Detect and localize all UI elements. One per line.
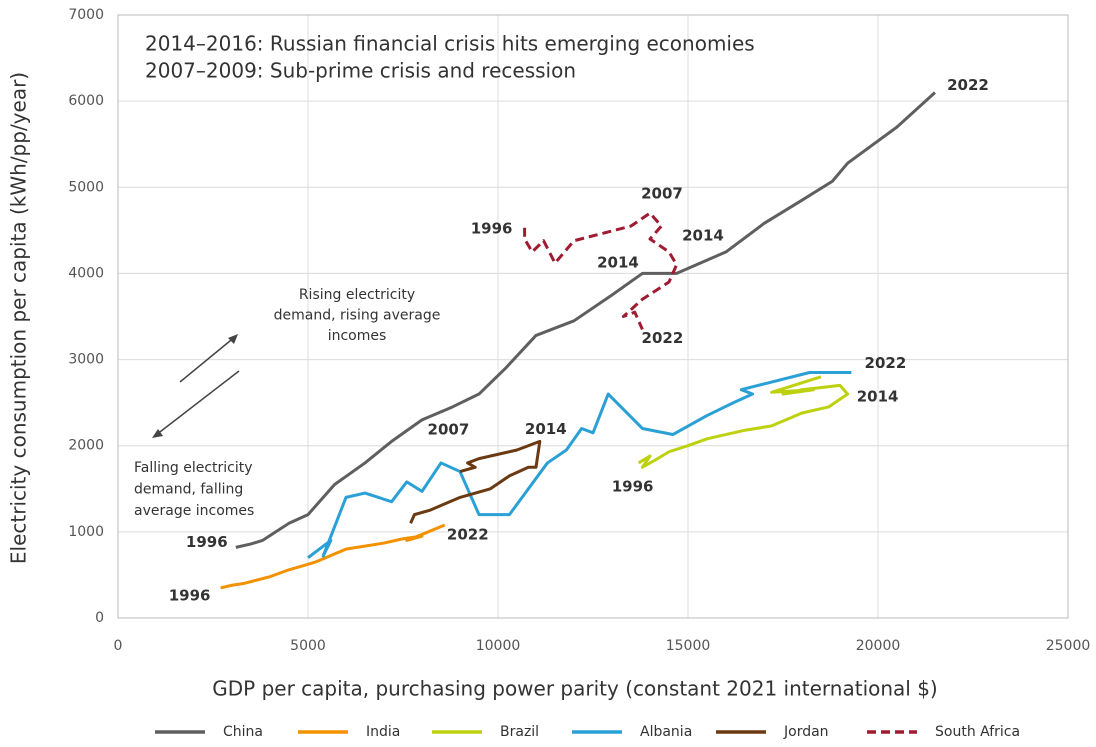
point-label: 1996: [471, 219, 513, 237]
x-tick-label: 0: [114, 638, 123, 654]
x-tick-label: 20000: [856, 638, 901, 654]
annotation: demand, falling: [134, 482, 243, 498]
point-label: 2014: [682, 226, 724, 244]
arrow-down: [155, 370, 240, 436]
plot-frame: [117, 14, 1069, 619]
point-label: 1996: [169, 586, 211, 604]
x-axis-label: GDP per capita, purchasing power parity …: [212, 677, 938, 701]
point-label: 2014: [525, 420, 567, 438]
annotation: average incomes: [134, 503, 254, 519]
point-label: 2022: [947, 76, 989, 94]
point-label: 2022: [642, 329, 684, 347]
x-tick-label: 15000: [666, 638, 711, 654]
legend-label: South Africa: [935, 724, 1020, 740]
annotation: Rising electricity: [299, 287, 415, 303]
x-tick-label: 10000: [476, 638, 521, 654]
annotation: demand, rising average: [274, 308, 441, 324]
series-line: [220, 523, 446, 590]
arrow-head: [228, 334, 238, 344]
point-label: 2022: [865, 354, 907, 372]
legend-label: India: [366, 724, 400, 740]
annotation: incomes: [328, 328, 387, 344]
y-tick-label: 5000: [68, 179, 104, 195]
annotation: 2007–2009: Sub-prime crisis and recessio…: [145, 59, 576, 83]
arrow-head: [152, 429, 163, 438]
y-tick-label: 1000: [68, 524, 104, 540]
point-label: 1996: [612, 477, 654, 495]
point-label: 1996: [186, 533, 228, 551]
point-label: 2007: [641, 185, 683, 203]
grid: [117, 14, 1069, 619]
series-line: [523, 211, 679, 331]
x-tick-label: 25000: [1046, 638, 1091, 654]
y-tick-label: 7000: [68, 7, 104, 23]
point-label: 2007: [428, 420, 470, 438]
point-label: 2022: [447, 525, 489, 543]
point-label: 2014: [597, 253, 639, 271]
legend-label: Albania: [640, 724, 692, 740]
x-tick-label: 5000: [290, 638, 326, 654]
series-line: [307, 370, 852, 559]
series-line: [235, 91, 937, 549]
y-tick-label: 4000: [68, 265, 104, 281]
legend-label: China: [223, 724, 263, 740]
point-label: 2014: [857, 388, 899, 406]
arrow-up: [179, 335, 237, 383]
legend-label: Jordan: [783, 724, 829, 740]
legend-label: Brazil: [500, 724, 539, 740]
series-line: [637, 375, 850, 469]
y-tick-label: 0: [95, 610, 104, 626]
annotation: Falling electricity: [134, 460, 253, 476]
y-tick-label: 6000: [68, 93, 104, 109]
y-axis-label: Electricity consumption per capita (kWh/…: [7, 72, 31, 564]
y-tick-label: 2000: [68, 438, 104, 454]
annotation: 2014–2016: Russian financial crisis hits…: [145, 32, 755, 56]
series-line: [409, 439, 542, 524]
y-tick-label: 3000: [68, 352, 104, 368]
